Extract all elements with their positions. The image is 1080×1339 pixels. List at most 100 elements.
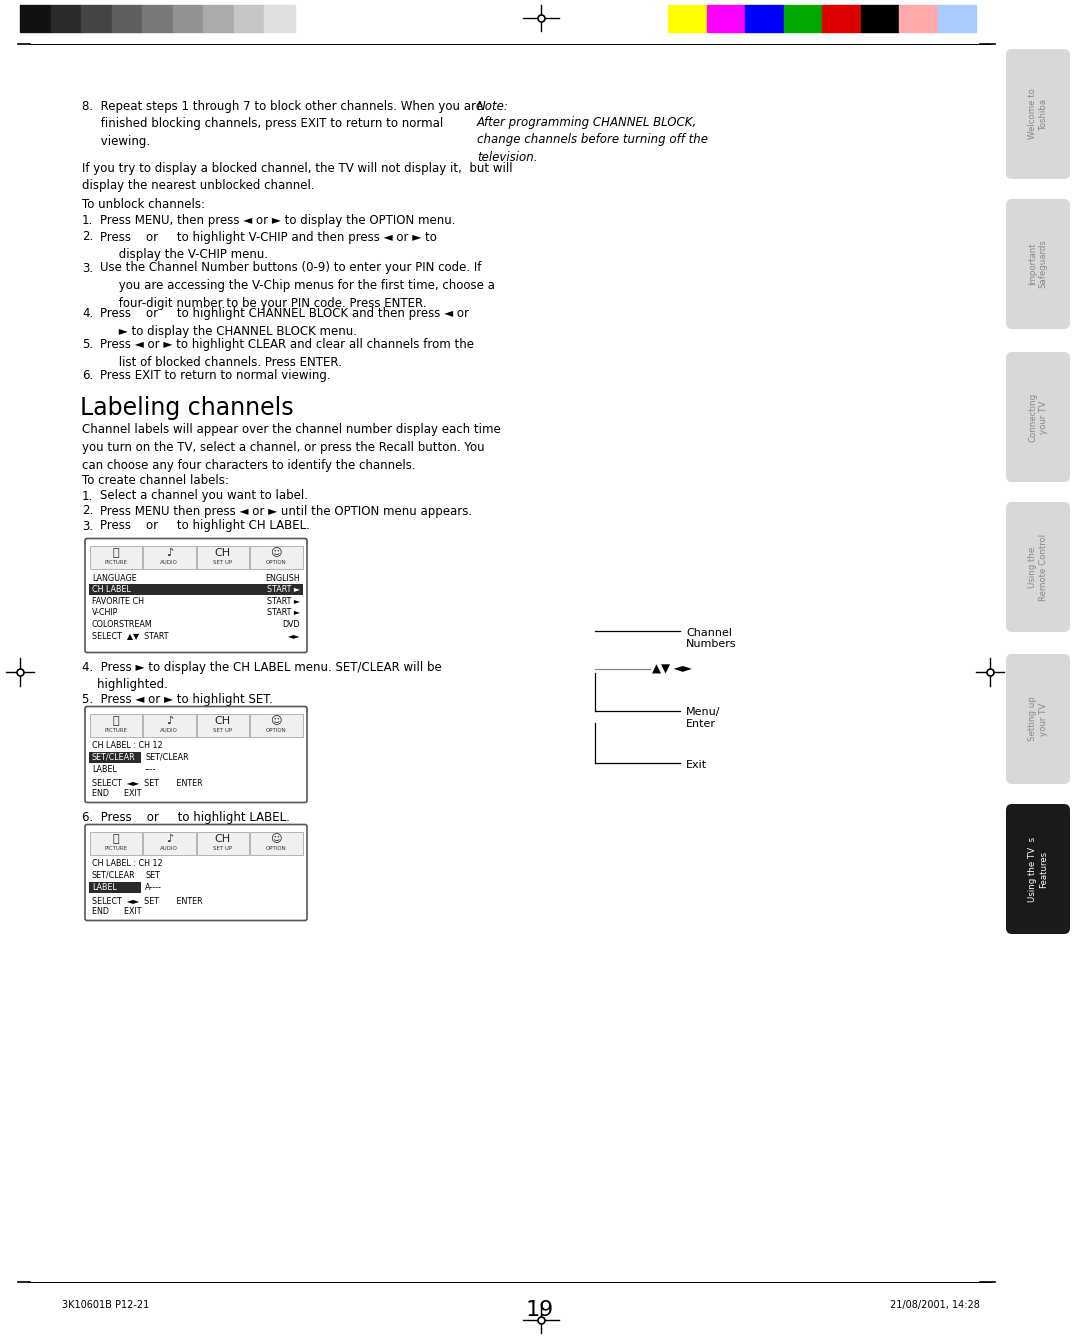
Text: Setting up
your TV: Setting up your TV: [1028, 696, 1048, 742]
Text: CH LABEL : CH 12: CH LABEL : CH 12: [92, 860, 163, 868]
Bar: [173, 5, 203, 32]
Text: ◄►: ◄►: [287, 631, 300, 640]
Text: AUDIO: AUDIO: [160, 561, 178, 565]
Text: 2.: 2.: [82, 230, 93, 244]
Text: SET UP: SET UP: [213, 728, 232, 734]
Text: After programming CHANNEL BLOCK,
change channels before turning off the
televisi: After programming CHANNEL BLOCK, change …: [477, 116, 708, 163]
Text: OPTION: OPTION: [266, 728, 286, 734]
Text: ☺: ☺: [270, 549, 282, 558]
Text: Labeling channels: Labeling channels: [80, 395, 294, 419]
Bar: [90, 545, 141, 569]
Text: CH: CH: [215, 549, 231, 558]
Text: SET/CLEAR: SET/CLEAR: [92, 753, 136, 762]
Text: SET/CLEAR: SET/CLEAR: [92, 870, 136, 880]
Text: START ►: START ►: [267, 597, 300, 605]
Text: 5.  Press ◄ or ► to highlight SET.: 5. Press ◄ or ► to highlight SET.: [82, 692, 273, 706]
Text: ♪: ♪: [165, 716, 173, 727]
Text: 8.  Repeat steps 1 through 7 to block other channels. When you are
     finished: 8. Repeat steps 1 through 7 to block oth…: [82, 100, 483, 149]
Text: OPTION: OPTION: [266, 846, 286, 852]
FancyBboxPatch shape: [85, 538, 307, 652]
Text: Menu/
Enter: Menu/ Enter: [686, 707, 720, 730]
Text: 3.: 3.: [82, 261, 93, 274]
Text: Exit: Exit: [686, 759, 707, 770]
Text: ☺: ☺: [270, 716, 282, 727]
FancyBboxPatch shape: [85, 707, 307, 802]
Text: Note:: Note:: [477, 100, 509, 112]
Bar: [822, 5, 861, 32]
Text: Using the
Remote Control: Using the Remote Control: [1028, 533, 1048, 601]
Bar: [21, 5, 51, 32]
Text: 4.  Press ► to display the CH LABEL menu. SET/CLEAR will be
    highlighted.: 4. Press ► to display the CH LABEL menu.…: [82, 660, 442, 691]
Bar: [143, 714, 195, 736]
Text: ▲▼ ◄►: ▲▼ ◄►: [652, 663, 692, 675]
Text: SET UP: SET UP: [213, 561, 232, 565]
Text: SET UP: SET UP: [213, 846, 232, 852]
FancyBboxPatch shape: [1005, 200, 1070, 329]
Bar: [249, 545, 302, 569]
Bar: [234, 5, 265, 32]
Text: ☺: ☺: [270, 834, 282, 845]
Text: LABEL: LABEL: [92, 765, 117, 774]
Text: 3.: 3.: [82, 520, 93, 533]
Text: CH: CH: [215, 716, 231, 727]
Text: END      EXIT: END EXIT: [92, 789, 141, 798]
Text: Press    or     to highlight CHANNEL BLOCK and then press ◄ or
     ► to display: Press or to highlight CHANNEL BLOCK and …: [100, 307, 469, 337]
Bar: [861, 5, 899, 32]
Text: Press    or     to highlight CH LABEL.: Press or to highlight CH LABEL.: [100, 520, 310, 533]
Bar: [783, 5, 822, 32]
Text: To create channel labels:: To create channel labels:: [82, 474, 229, 486]
Text: Connecting
your TV: Connecting your TV: [1028, 392, 1048, 442]
Text: SELECT  ▲▼  START: SELECT ▲▼ START: [92, 631, 168, 640]
FancyBboxPatch shape: [1005, 502, 1070, 632]
Text: Using the TV  s
Features: Using the TV s Features: [1028, 837, 1048, 901]
Text: Press    or     to highlight V-CHIP and then press ◄ or ► to
     display the V-: Press or to highlight V-CHIP and then pr…: [100, 230, 437, 261]
Bar: [203, 5, 234, 32]
Text: V-CHIP: V-CHIP: [92, 608, 119, 617]
Text: 4.: 4.: [82, 307, 93, 320]
Text: ♪: ♪: [165, 834, 173, 845]
Bar: [265, 5, 295, 32]
Text: LABEL: LABEL: [92, 882, 117, 892]
Bar: [197, 545, 249, 569]
FancyBboxPatch shape: [85, 825, 307, 920]
Text: COLORSTREAM: COLORSTREAM: [92, 620, 152, 629]
Bar: [143, 545, 195, 569]
FancyBboxPatch shape: [1005, 50, 1070, 179]
Text: 6.  Press    or     to highlight LABEL.: 6. Press or to highlight LABEL.: [82, 810, 289, 823]
Text: Channel
Numbers: Channel Numbers: [686, 628, 737, 649]
Bar: [937, 5, 976, 32]
Text: END      EXIT: END EXIT: [92, 907, 141, 916]
Bar: [89, 753, 141, 763]
Bar: [51, 5, 81, 32]
Bar: [249, 714, 302, 736]
Bar: [143, 5, 173, 32]
Text: START ►: START ►: [267, 608, 300, 617]
Text: 3K10601B P12-21: 3K10601B P12-21: [62, 1300, 149, 1310]
Bar: [111, 5, 143, 32]
Bar: [745, 5, 783, 32]
Text: A----: A----: [145, 882, 162, 892]
FancyBboxPatch shape: [1005, 352, 1070, 482]
Text: AUDIO: AUDIO: [160, 846, 178, 852]
FancyBboxPatch shape: [1005, 803, 1070, 935]
Bar: [249, 832, 302, 854]
Bar: [669, 5, 706, 32]
Text: OPTION: OPTION: [266, 561, 286, 565]
Text: ENGLISH: ENGLISH: [266, 573, 300, 582]
Text: If you try to display a blocked channel, the TV will not display it,  but will
d: If you try to display a blocked channel,…: [82, 162, 513, 193]
Text: Press MENU then press ◄ or ► until the OPTION menu appears.: Press MENU then press ◄ or ► until the O…: [100, 505, 472, 517]
Text: Press EXIT to return to normal viewing.: Press EXIT to return to normal viewing.: [100, 370, 330, 382]
Text: DVD: DVD: [282, 620, 300, 629]
Text: SELECT  ◄►  SET       ENTER: SELECT ◄► SET ENTER: [92, 897, 203, 907]
Bar: [899, 5, 937, 32]
Text: CH LABEL : CH 12: CH LABEL : CH 12: [92, 740, 163, 750]
FancyBboxPatch shape: [1005, 653, 1070, 785]
Text: Use the Channel Number buttons (0-9) to enter your PIN code. If
     you are acc: Use the Channel Number buttons (0-9) to …: [100, 261, 495, 309]
Text: To unblock channels:: To unblock channels:: [82, 198, 205, 212]
Text: Important
Safeguards: Important Safeguards: [1028, 240, 1048, 288]
Text: LANGUAGE: LANGUAGE: [92, 573, 137, 582]
Text: Press ◄ or ► to highlight CLEAR and clear all channels from the
     list of blo: Press ◄ or ► to highlight CLEAR and clea…: [100, 337, 474, 368]
Text: SET: SET: [145, 870, 160, 880]
Text: Channel labels will appear over the channel number display each time
you turn on: Channel labels will appear over the chan…: [82, 423, 501, 471]
Bar: [81, 5, 111, 32]
